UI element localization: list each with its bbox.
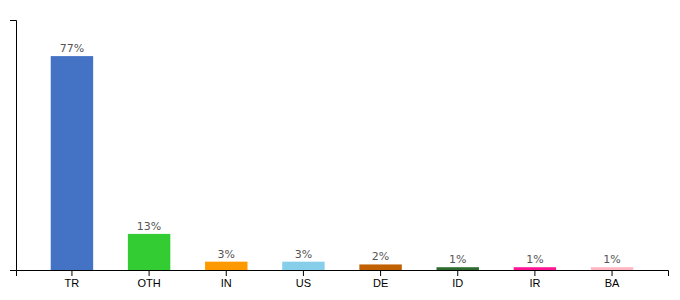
x-tick-mark xyxy=(612,270,613,276)
bar xyxy=(51,56,93,270)
bar xyxy=(282,262,324,270)
data-label: 1% xyxy=(526,253,543,266)
data-label: 2% xyxy=(372,250,389,263)
x-tick-mark xyxy=(534,270,535,276)
x-tick-mark xyxy=(303,270,304,276)
data-label: 3% xyxy=(218,248,235,261)
bar xyxy=(359,264,401,270)
data-label: 1% xyxy=(449,253,466,266)
x-tick: IN xyxy=(221,270,232,289)
chart-svg: TR OTH IN US DE ID IR BA 77% 13% 3% 3% 2% 1% 1% 1% xyxy=(0,0,680,300)
bar xyxy=(128,234,170,270)
x-tick: BA xyxy=(605,270,620,289)
x-tick-label: US xyxy=(296,277,311,289)
x-tick-label: IN xyxy=(221,277,232,289)
x-tick: DE xyxy=(373,270,388,289)
data-label: 77% xyxy=(60,42,84,55)
x-tick: OTH xyxy=(137,270,160,289)
x-tick-label: BA xyxy=(605,277,620,289)
x-tick: ID xyxy=(452,270,463,289)
chart-container: TR OTH IN US DE ID IR BA 77% 13% 3% 3% 2% 1% 1% 1% xyxy=(0,0,680,300)
plot: TR OTH IN US DE ID IR BA 77% 13% 3% 3% 2% 1% 1% 1% xyxy=(10,21,669,289)
x-tick-mark xyxy=(149,270,150,276)
x-tick-label: OTH xyxy=(137,277,160,289)
data-label: 13% xyxy=(137,220,161,233)
x-axis-line xyxy=(17,271,669,277)
x-tick-label: DE xyxy=(373,277,388,289)
x-tick-mark xyxy=(380,270,381,276)
x-tick-label: TR xyxy=(65,277,80,289)
bar xyxy=(437,267,479,270)
x-tick-mark xyxy=(457,270,458,276)
bar xyxy=(591,267,633,270)
data-label: 1% xyxy=(603,253,620,266)
x-tick-mark xyxy=(226,270,227,276)
x-tick-label: ID xyxy=(452,277,463,289)
x-axis: TR OTH IN US DE ID IR BA xyxy=(17,270,669,289)
x-tick: IR xyxy=(529,270,540,289)
x-tick: TR xyxy=(65,270,80,289)
y-axis xyxy=(10,21,17,271)
x-tick-label: IR xyxy=(529,277,540,289)
data-labels: 77% 13% 3% 3% 2% 1% 1% 1% xyxy=(60,42,621,266)
bar xyxy=(514,267,556,270)
bar xyxy=(205,262,247,270)
x-tick: US xyxy=(296,270,311,289)
data-label: 3% xyxy=(295,248,312,261)
x-tick-mark xyxy=(71,270,72,276)
y-axis-line xyxy=(10,21,17,271)
bars xyxy=(51,56,634,270)
